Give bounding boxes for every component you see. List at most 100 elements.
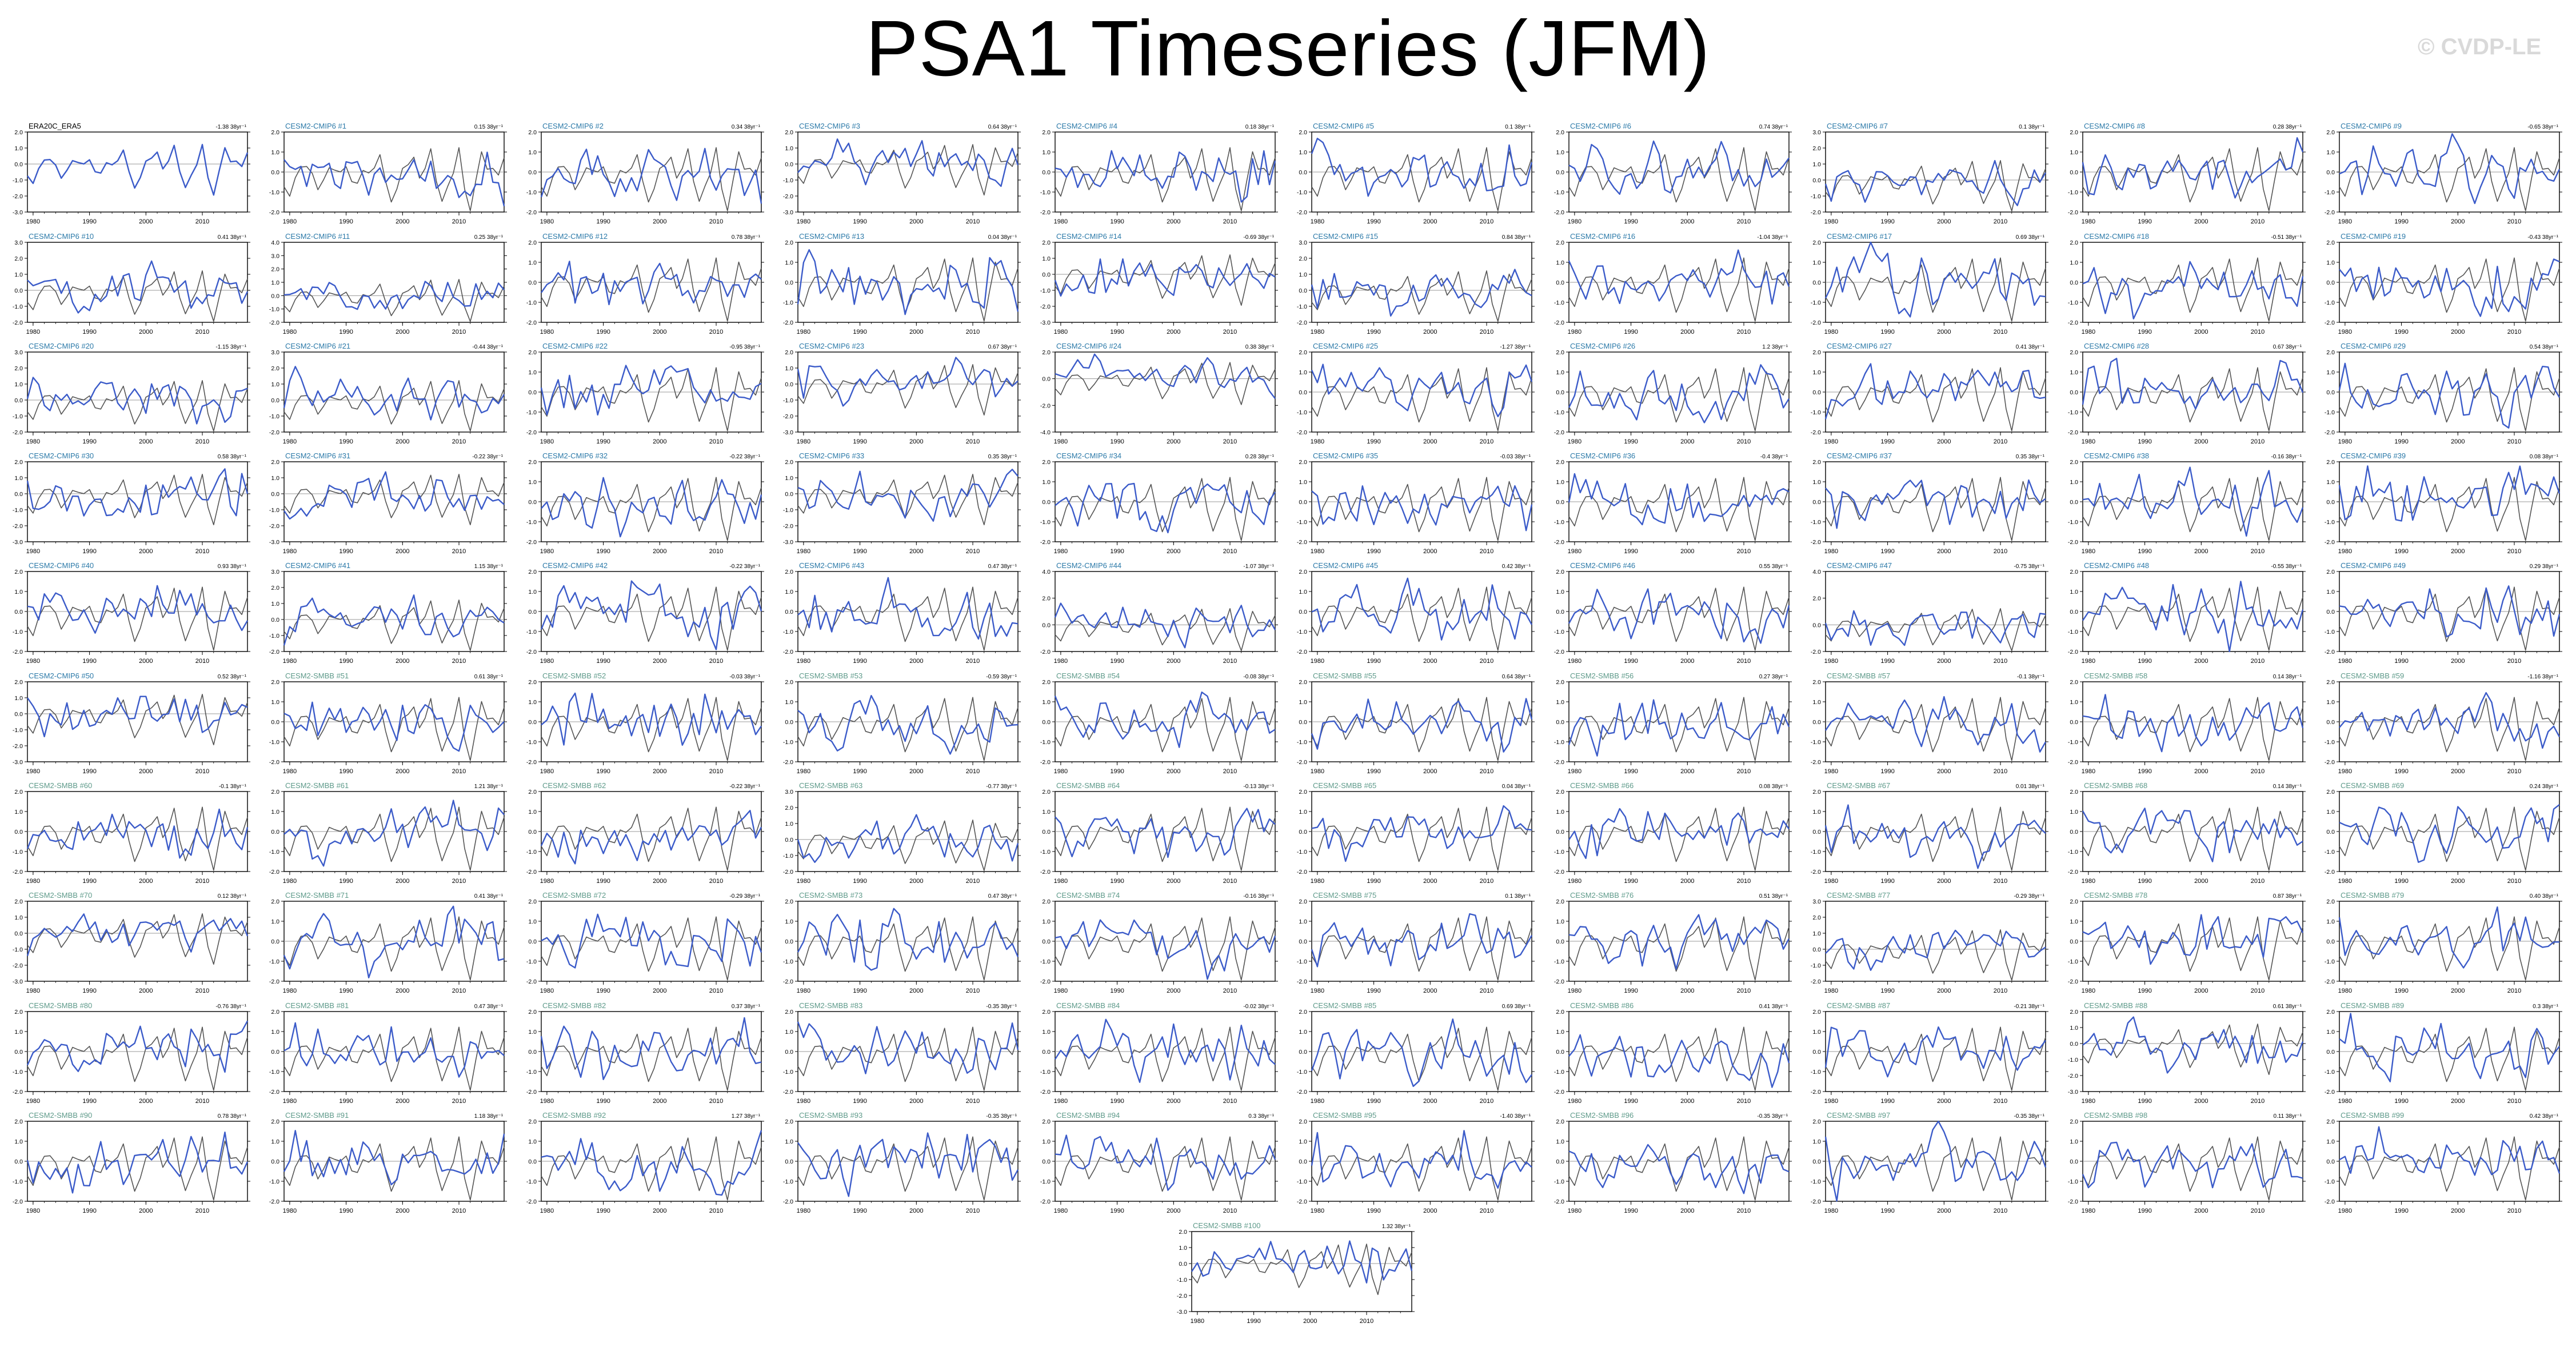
x-tick-label: 1990 — [1367, 1098, 1380, 1105]
panel-26: CESM2-CMIP6 #26 1.2 38yr⁻¹ 1980 1990 2000 201… — [1554, 342, 1792, 445]
x-tick-label: 1990 — [339, 1098, 353, 1105]
x-tick-label: 2000 — [396, 658, 409, 665]
x-tick-label: 1980 — [2338, 438, 2352, 445]
x-tick-label: 1980 — [1824, 878, 1838, 885]
panel-trend: -1.27 38yr⁻¹ — [1500, 344, 1531, 350]
panel-title: CESM2-SMBB #59 — [2341, 671, 2404, 680]
panel-trend: 0.61 38yr⁻¹ — [474, 674, 504, 680]
obs-series-line — [1311, 1026, 1532, 1091]
y-tick-label: -1.0 — [526, 629, 537, 635]
panel-trend: 0.69 38yr⁻¹ — [2016, 234, 2045, 241]
x-tick-label: 2000 — [1937, 988, 1951, 994]
panel-title: CESM2-SMBB #55 — [1313, 671, 1376, 680]
x-tick-label: 1990 — [2394, 548, 2408, 555]
panel-trend: -0.43 38yr⁻¹ — [2527, 234, 2558, 241]
y-tick-label: 2.0 — [2070, 898, 2078, 905]
y-tick-label: 0.0 — [785, 719, 793, 726]
y-tick-label: 2.0 — [785, 569, 793, 575]
y-tick-label: 1.0 — [271, 149, 279, 156]
y-tick-label: -1.0 — [1554, 1069, 1564, 1076]
y-tick-label: 2.0 — [1299, 679, 1307, 686]
panel-trend: -0.69 38yr⁻¹ — [1243, 234, 1274, 241]
y-tick-label: -2.0 — [269, 978, 279, 985]
y-tick-label: -1.0 — [526, 519, 537, 526]
obs-series-line — [797, 144, 1019, 196]
x-tick-label: 2010 — [1480, 218, 1493, 225]
panel-22: CESM2-CMIP6 #22 -0.95 38yr⁻¹ 1980 1990 2000 2… — [526, 342, 764, 445]
x-tick-label: 2010 — [966, 438, 980, 445]
y-tick-label: 1.0 — [1556, 699, 1564, 706]
x-tick-label: 2000 — [2194, 1098, 2208, 1105]
model-series-line — [27, 260, 249, 314]
panel-title: CESM2-SMBB #63 — [799, 781, 862, 790]
x-tick-label: 2010 — [966, 1208, 980, 1214]
y-tick-label: -1.0 — [526, 1178, 537, 1185]
obs-series-line — [797, 257, 1019, 322]
y-tick-label: 1.0 — [1556, 259, 1564, 266]
model-series-line — [1311, 913, 1533, 968]
panel-title: CESM2-SMBB #54 — [1056, 671, 1120, 680]
y-tick-label: -2.0 — [1297, 429, 1307, 436]
y-tick-label: -1.0 — [2325, 299, 2335, 306]
x-tick-label: 2000 — [2451, 878, 2465, 885]
x-tick-label: 2010 — [1480, 548, 1493, 555]
y-tick-label: -1.0 — [783, 1069, 793, 1076]
panel-94: CESM2-SMBB #94 0.3 38yr⁻¹ 1980 1990 2000 2010… — [1040, 1111, 1278, 1214]
obs-series-line — [2082, 367, 2303, 431]
panel-trend: 0.28 38yr⁻¹ — [2273, 124, 2302, 130]
panel-title: CESM2-SMBB #74 — [1056, 891, 1120, 900]
y-tick-label: 1.0 — [1556, 809, 1564, 816]
y-tick-label: 1.0 — [785, 475, 793, 482]
model-series-line — [797, 138, 1019, 187]
x-tick-label: 2000 — [1167, 658, 1180, 665]
panel-trend: 0.29 38yr⁻¹ — [2530, 563, 2559, 570]
obs-series-line — [1825, 929, 2046, 981]
panel-42: CESM2-CMIP6 #42 -0.22 38yr⁻¹ 1980 1990 2000 2… — [526, 561, 764, 665]
y-tick-label: 1.0 — [785, 918, 793, 925]
x-tick-label: 1980 — [540, 768, 554, 775]
obs-series-line — [541, 257, 762, 322]
model-series-line — [797, 1021, 1019, 1074]
x-tick-label: 1990 — [853, 548, 866, 555]
y-tick-label: -2.0 — [2325, 759, 2335, 766]
x-tick-label: 2010 — [1480, 768, 1493, 775]
x-tick-label: 2010 — [709, 218, 723, 225]
y-tick-label: -2.0 — [269, 869, 279, 876]
panel-frame — [283, 242, 505, 323]
obs-series-line — [2339, 1136, 2560, 1201]
panel-trend: 0.78 38yr⁻¹ — [218, 1113, 247, 1120]
model-series-line — [1824, 1026, 2046, 1078]
panel-title: CESM2-SMBB #71 — [285, 891, 349, 900]
model-series-line — [1311, 1130, 1532, 1189]
x-tick-label: 2010 — [966, 329, 980, 335]
x-tick-label: 2010 — [2507, 1098, 2521, 1105]
panel-trend: 0.47 38yr⁻¹ — [988, 893, 1017, 900]
y-tick-label: -1.0 — [2325, 1069, 2335, 1076]
x-tick-label: 2010 — [2251, 1208, 2265, 1214]
y-tick-label: 2.0 — [1042, 789, 1051, 796]
x-tick-label: 1980 — [1824, 768, 1838, 775]
x-tick-label: 2010 — [195, 1098, 209, 1105]
y-tick-label: 0.0 — [1042, 829, 1051, 836]
y-tick-label: 1.0 — [528, 149, 537, 156]
model-series-line — [797, 357, 1019, 407]
panel-trend: 0.67 38yr⁻¹ — [2273, 344, 2302, 350]
obs-series-line — [1825, 477, 2046, 541]
x-tick-label: 1980 — [540, 878, 554, 885]
y-tick-label: 0.0 — [1556, 609, 1564, 615]
y-tick-label: -1.0 — [1297, 1178, 1307, 1185]
x-tick-label: 2010 — [2507, 1208, 2521, 1214]
y-tick-label: 2.0 — [528, 129, 537, 136]
y-tick-label: 0.0 — [271, 293, 279, 299]
y-tick-label: 2.0 — [1812, 459, 1821, 466]
x-tick-label: 2000 — [2194, 988, 2208, 994]
x-tick-label: 2010 — [966, 548, 980, 555]
x-tick-label: 2000 — [1680, 548, 1694, 555]
panel-title: CESM2-CMIP6 #32 — [542, 451, 608, 460]
y-tick-label: -1.0 — [269, 306, 279, 313]
x-tick-label: 1980 — [1824, 988, 1838, 994]
x-tick-label: 1990 — [1880, 218, 1894, 225]
y-tick-label: -2.0 — [2068, 978, 2078, 985]
model-series-line — [283, 151, 505, 207]
y-tick-label: -1.0 — [1811, 1069, 1821, 1076]
